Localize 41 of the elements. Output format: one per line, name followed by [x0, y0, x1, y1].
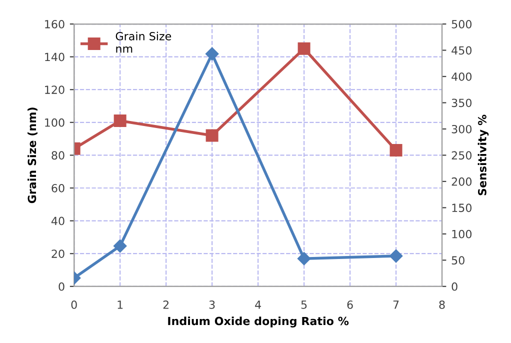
- x-tick-label: 7: [393, 300, 399, 309]
- y2-tick-label: 350: [452, 98, 472, 108]
- y2-tick-label: 150: [452, 204, 472, 212]
- x-tick-label: 8: [439, 300, 445, 309]
- y-tick-label: 20: [52, 250, 64, 258]
- x-tick-label: 5: [301, 300, 307, 309]
- y2-tick-label: 100: [452, 230, 472, 238]
- x-tick-label: 1: [118, 300, 123, 309]
- point: [298, 42, 310, 55]
- y2-axis-title: Sensitivity %: [478, 114, 489, 196]
- y-tick-label: 40: [51, 216, 64, 226]
- y2-tick-label: 250: [452, 151, 472, 160]
- y-tick-label: 0: [58, 282, 64, 291]
- point: [114, 114, 126, 128]
- y2-tick-label: 400: [452, 72, 472, 81]
- y2-tick-label: 500: [452, 20, 472, 28]
- point: [390, 144, 402, 157]
- point: [389, 249, 403, 263]
- y-tick-label: 160: [45, 20, 64, 28]
- y2-tick-label: 50: [452, 256, 464, 265]
- x-tick-label: 4: [255, 300, 261, 309]
- y2-tick-label: 300: [452, 124, 472, 134]
- y2-tick-label: 200: [452, 177, 472, 186]
- x-tick-label: 3: [209, 300, 215, 309]
- point: [205, 47, 219, 61]
- x-tick-label: 2: [163, 300, 168, 309]
- y-tick-label: 100: [45, 118, 64, 127]
- x-tick-label: 0: [71, 300, 77, 309]
- y-axis-title: Grain Size (nm): [28, 108, 38, 204]
- y-tick-label: 60: [52, 184, 64, 192]
- y-tick-label: 140: [45, 52, 64, 62]
- point: [206, 129, 218, 142]
- x-tick-label: 6: [347, 300, 353, 309]
- point: [113, 239, 127, 253]
- y2-tick-label: 0: [452, 282, 458, 291]
- x-axis-title: Indium Oxide doping Ratio %: [168, 316, 349, 328]
- y-tick-label: 120: [45, 86, 64, 94]
- y2-tick-label: 450: [452, 46, 472, 55]
- point: [297, 252, 311, 266]
- y-tick-label: 80: [52, 151, 64, 160]
- legend-label: Grain Size nm: [116, 32, 172, 53]
